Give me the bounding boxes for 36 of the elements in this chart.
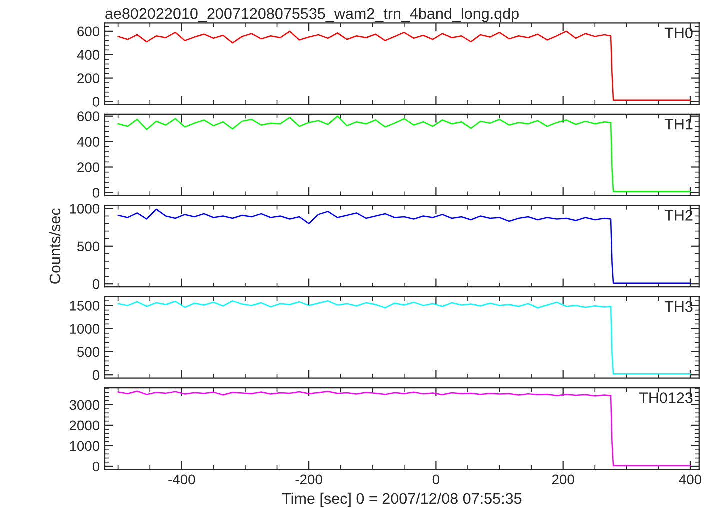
y-tick-label: 200 [78, 74, 100, 84]
y-tick-label: 0 [92, 279, 100, 290]
y-axis-title: Counts/sec [49, 208, 61, 284]
x-tick-label: -400 [168, 474, 196, 485]
y-tick-label: 600 [78, 26, 100, 37]
y-tick-label: 3000 [70, 400, 100, 410]
x-tick-label: -200 [296, 474, 322, 485]
text: TH2 [664, 210, 693, 221]
x-tick-label: 0 [432, 474, 440, 485]
y-tick-label: 600 [78, 112, 100, 122]
x-tick-label: 400 [679, 474, 702, 485]
y-tick-label: 1000 [70, 204, 100, 214]
text: TH1 [664, 119, 693, 130]
chart-title: ae802022010_20071208075535_wam2_trn_4band_long.qdp [106, 8, 519, 22]
y-tick-label: 500 [78, 347, 100, 358]
line-series [118, 116, 692, 192]
x-axis-title: Time [sec] 0 = 2007/12/08 07:55:35 [282, 492, 522, 508]
line-series [118, 390, 692, 466]
y-tick-label: 500 [78, 242, 100, 252]
y-tick-label: 400 [77, 137, 100, 147]
y-tick-label: 200 [78, 162, 100, 172]
line-series [118, 208, 692, 284]
y-tick-label: 1500 [70, 301, 100, 311]
y-tick-label: 1000 [70, 324, 100, 334]
y-tick-label: 0 [92, 97, 100, 107]
series-label: TH0123 [639, 392, 693, 404]
y-tick-label: 0 [92, 462, 100, 472]
y-tick-label: 400 [77, 50, 100, 60]
y-tick-label: 2000 [70, 420, 100, 431]
text: TH0 [664, 28, 693, 39]
line-series [118, 300, 692, 375]
y-tick-label: 1000 [70, 441, 100, 452]
y-tick-label: 0 [92, 370, 100, 380]
y-tick-label: 0 [92, 188, 100, 198]
text: TH3 [664, 301, 693, 312]
x-tick-label: 200 [552, 474, 574, 485]
